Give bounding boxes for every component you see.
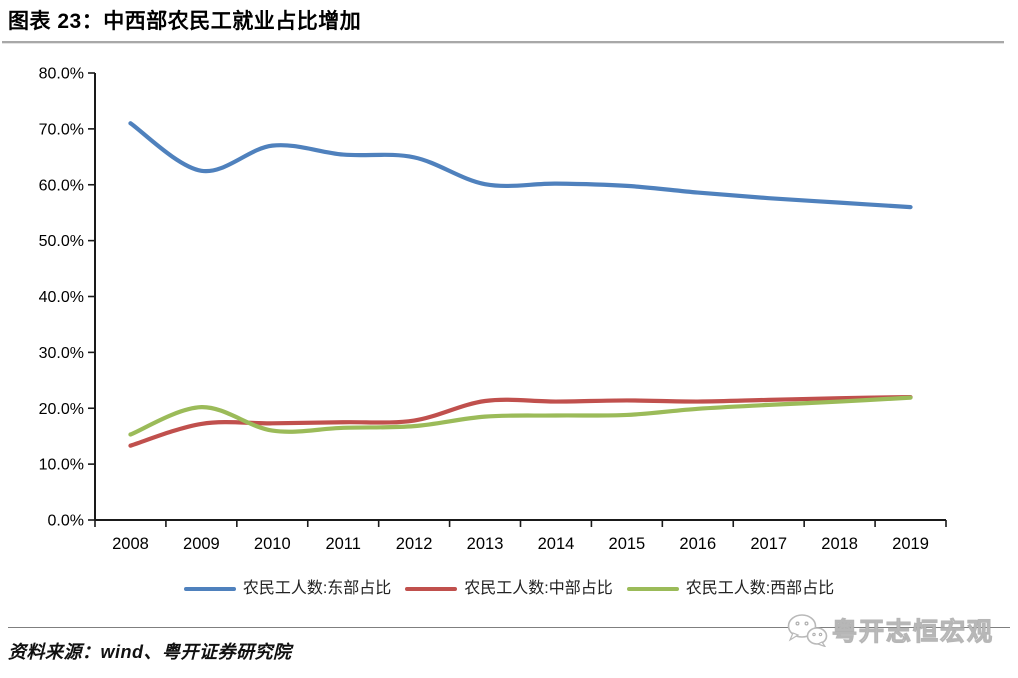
- y-axis-label: 80.0%: [39, 66, 84, 83]
- y-axis-label: 50.0%: [39, 233, 84, 250]
- x-axis-label: 2010: [254, 535, 291, 553]
- series-line-1: [128, 394, 913, 448]
- y-axis-label: 70.0%: [39, 121, 84, 138]
- footer-divider: [8, 627, 1010, 628]
- source-note: 资料来源：wind、粤开证券研究院: [8, 642, 292, 662]
- legend-marker-icon: [405, 587, 458, 591]
- x-axis-label: 2019: [892, 535, 929, 553]
- legend-label: 农民工人数:中部占比: [464, 580, 613, 597]
- title-divider: [2, 41, 1004, 44]
- x-axis-label: 2008: [112, 535, 149, 553]
- x-axis-label: 2012: [396, 535, 433, 553]
- x-axis-label: 2016: [679, 535, 716, 553]
- wechat-icon: [787, 614, 828, 647]
- series-line-2: [128, 395, 913, 437]
- chart-legend: 农民工人数:东部占比 农民工人数:中部占比 农民工人数:西部占比: [0, 580, 1018, 598]
- y-axis-label: 40.0%: [39, 289, 84, 306]
- x-axis-label: 2009: [183, 535, 220, 553]
- page-title: 图表 23：中西部农民工就业占比增加: [8, 10, 362, 33]
- legend-item-1: 农民工人数:中部占比: [405, 580, 613, 598]
- x-axis-label: 2017: [750, 535, 787, 553]
- x-axis-label: 2015: [609, 535, 646, 553]
- y-axis-label: 10.0%: [39, 457, 84, 474]
- x-axis-label: 2011: [325, 535, 360, 553]
- x-axis-label: 2013: [467, 535, 504, 553]
- y-axis-label: 20.0%: [39, 401, 84, 418]
- figure-title-bar: 图表 23：中西部农民工就业占比增加: [0, 0, 1018, 41]
- x-axis-label: 2014: [538, 535, 575, 553]
- legend-marker-icon: [626, 587, 679, 591]
- legend-item-2: 农民工人数:西部占比: [626, 580, 835, 598]
- legend-item-0: 农民工人数:东部占比: [183, 580, 392, 598]
- watermark-label: 粤开志恒宏观: [831, 618, 994, 647]
- y-axis-label: 30.0%: [39, 345, 84, 362]
- x-axis-label: 2018: [821, 535, 858, 553]
- y-axis-label: 0.0%: [48, 513, 84, 530]
- y-axis-label: 60.0%: [39, 177, 84, 194]
- legend-label: 农民工人数:西部占比: [685, 580, 835, 597]
- line-chart: 0.0% 10.0% 20.0% 30.0% 40.0% 50.0% 60.0% 70.0% 8…: [39, 66, 947, 553]
- watermark: 粤开志恒宏观: [786, 610, 994, 650]
- legend-label: 农民工人数:东部占比: [242, 580, 392, 597]
- series-line-0: [128, 121, 913, 210]
- legend-marker-icon: [183, 587, 236, 591]
